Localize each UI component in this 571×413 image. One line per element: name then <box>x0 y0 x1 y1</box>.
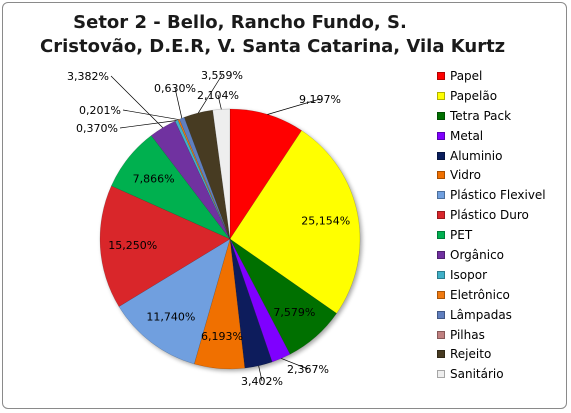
legend-swatch <box>437 330 445 339</box>
legend-item-papelao: Papelão <box>437 86 546 106</box>
data-label-tetra-pack: 7,579% <box>273 306 315 319</box>
legend-swatch <box>437 270 445 279</box>
legend-label: Sanitário <box>450 367 504 382</box>
legend-swatch <box>437 211 445 220</box>
data-label-aluminio: 3,402% <box>241 375 283 388</box>
leader-line-rejeito <box>197 74 223 114</box>
data-label-pet: 7,866% <box>133 172 175 185</box>
legend-label: Papel <box>450 68 483 83</box>
legend-item-isopor: Isopor <box>437 265 546 285</box>
legend-item-aluminio: Aluminio <box>437 146 546 166</box>
legend-swatch <box>437 111 445 120</box>
data-label-papel: 9,197% <box>299 93 341 106</box>
data-label-eletronico: 0,201% <box>79 104 121 117</box>
legend-label: Tetra Pack <box>450 108 512 123</box>
legend-item-pet: PET <box>437 225 546 245</box>
data-label-vidro: 6,193% <box>201 330 243 343</box>
legend-swatch <box>437 350 445 359</box>
legend-swatch <box>437 151 445 160</box>
leader-line-papel <box>267 98 321 115</box>
leader-line-lampadas <box>174 87 183 119</box>
legend-label: Plástico Duro <box>450 208 529 223</box>
legend-swatch <box>437 91 445 100</box>
leader-line-eletronico <box>122 109 179 120</box>
legend-label: Plástico Flexivel <box>450 188 546 203</box>
legend-swatch <box>437 290 445 299</box>
chart-title-line-1: Setor 2 - Bello, Rancho Fundo, S. <box>73 12 407 33</box>
legend-item-lampadas: Lâmpadas <box>437 305 546 325</box>
legend-item-organico: Orgânico <box>437 245 546 265</box>
legend-label: Vidro <box>450 168 481 183</box>
legend-item-plastico-duro: Plástico Duro <box>437 205 546 225</box>
chart-title-line-2: Cristovão, D.E.R, V. Santa Catarina, Vil… <box>40 36 506 57</box>
leader-line-isopor <box>119 120 177 129</box>
legend-label: Rejeito <box>450 347 492 362</box>
legend-swatch <box>437 191 445 200</box>
data-label-sanitario: 2,104% <box>197 89 239 102</box>
data-label-lampadas: 0,630% <box>154 82 196 95</box>
legend-swatch <box>437 171 445 180</box>
leader-line-aluminio <box>258 365 263 382</box>
data-label-rejeito: 3,559% <box>201 69 243 82</box>
legend-item-sanitario: Sanitário <box>437 364 546 384</box>
legend-item-pilhas: Pilhas <box>437 325 546 345</box>
legend-label: Metal <box>450 128 484 143</box>
pie-slice-plastico-duro <box>99 185 231 307</box>
legend-swatch <box>437 370 445 379</box>
legend-label: Aluminio <box>450 148 503 163</box>
legend-item-vidro: Vidro <box>437 165 546 185</box>
legend-item-papel: Papel <box>437 66 546 86</box>
leader-line-organico <box>110 75 164 128</box>
legend-label: Eletrônico <box>450 287 510 302</box>
data-label-papelao: 25,154% <box>301 215 350 228</box>
legend-label: Papelão <box>450 88 498 103</box>
data-label-plastico-flexivel: 11,740% <box>146 311 195 324</box>
leader-line-sanitario <box>217 94 222 110</box>
chart-legend: Papel Papelão Tetra Pack Metal Aluminio Vidro… <box>437 66 546 384</box>
legend-label: Lâmpadas <box>450 307 512 322</box>
leader-line-metal <box>281 358 309 370</box>
legend-label: Orgânico <box>450 247 505 262</box>
legend-item-eletronico: Eletrônico <box>437 285 546 305</box>
legend-swatch <box>437 310 445 319</box>
legend-item-tetra-pack: Tetra Pack <box>437 106 546 126</box>
legend-label: Isopor <box>450 267 488 282</box>
data-label-organico: 3,382% <box>67 70 109 83</box>
legend-swatch <box>437 71 445 80</box>
legend-item-metal: Metal <box>437 126 546 146</box>
chart-title: Setor 2 - Bello, Rancho Fundo, S. Cristo… <box>40 11 506 59</box>
legend-item-rejeito: Rejeito <box>437 344 546 364</box>
legend-item-plastico-flexivel: Plástico Flexivel <box>437 185 546 205</box>
legend-swatch <box>437 131 445 140</box>
data-label-plastico-duro: 15,250% <box>108 239 157 252</box>
legend-swatch <box>437 231 445 240</box>
legend-label: PET <box>450 228 473 243</box>
legend-swatch <box>437 250 445 259</box>
data-label-metal: 2,367% <box>287 363 329 376</box>
pie-slice-papelao <box>229 130 361 314</box>
legend-label: Pilhas <box>450 327 485 342</box>
data-label-isopor: 0,370% <box>76 122 118 135</box>
pie-slice-plastico-flexivel <box>118 238 231 365</box>
